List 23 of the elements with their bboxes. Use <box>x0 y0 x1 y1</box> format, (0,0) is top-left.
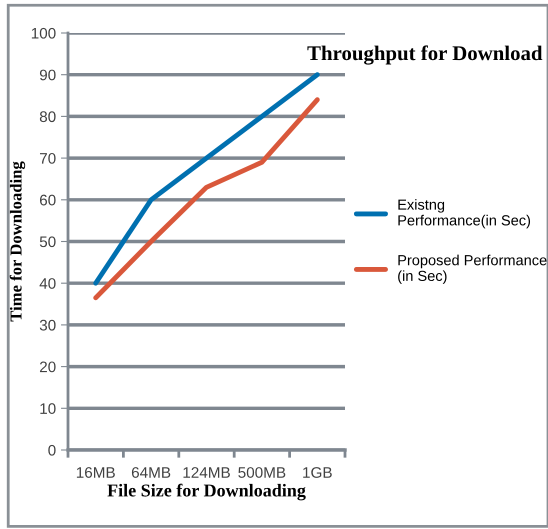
y-tick-label: 90 <box>40 70 56 80</box>
y-tick-label: 70 <box>40 152 56 164</box>
x-tick-label: 64MB <box>132 467 170 478</box>
line-series <box>93 97 320 300</box>
y-tick-label: 30 <box>40 320 56 331</box>
y-tick-label: 80 <box>40 111 56 122</box>
y-tick-label: 0 <box>48 444 56 456</box>
legend-label: Proposed Performance (in Sec) <box>398 254 547 284</box>
line-series <box>93 72 320 286</box>
y-tick-label: 40 <box>40 278 56 289</box>
y-tick-label: 60 <box>40 194 56 206</box>
y-tick-label: 50 <box>40 236 56 248</box>
y-axis-title: Time for Downloading <box>10 161 26 322</box>
x-tick-label: 500MB <box>238 467 286 478</box>
x-tick-label: 16MB <box>76 467 115 478</box>
y-tick-label: 10 <box>40 403 56 414</box>
text: Throughput for Download <box>307 45 542 65</box>
x-axis-title: File Size for Downloading <box>107 484 306 500</box>
x-tick-label: 1GB <box>303 467 332 478</box>
x-tick-label: 124MB <box>183 467 230 478</box>
y-tick-label: 100 <box>32 28 56 39</box>
y-tick-label: 20 <box>40 361 56 372</box>
legend-label: Existng Performance(in Sec) <box>398 199 530 228</box>
